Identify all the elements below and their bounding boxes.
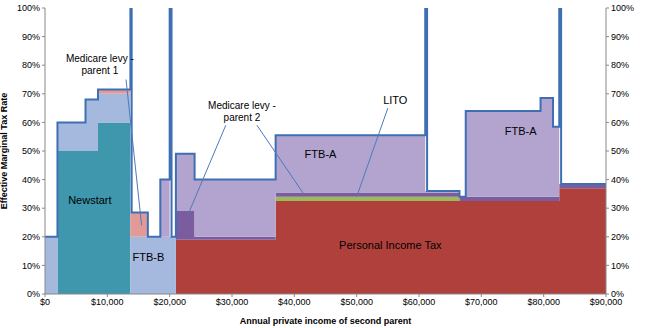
svg-text:LITO: LITO — [383, 94, 408, 106]
svg-text:$60,000: $60,000 — [403, 297, 436, 307]
svg-text:0%: 0% — [27, 289, 40, 299]
svg-text:80%: 80% — [22, 60, 40, 70]
svg-text:Newstart: Newstart — [68, 194, 111, 206]
svg-text:40%: 40% — [22, 175, 40, 185]
svg-text:$30,000: $30,000 — [216, 297, 249, 307]
svg-text:$20,000: $20,000 — [153, 297, 186, 307]
svg-text:Personal Income Tax: Personal Income Tax — [339, 239, 442, 251]
svg-text:70%: 70% — [611, 89, 629, 99]
svg-text:Effective Marginal Tax Rate: Effective Marginal Tax Rate — [8, 93, 9, 209]
svg-text:100%: 100% — [17, 3, 40, 13]
svg-text:50%: 50% — [22, 146, 40, 156]
svg-text:80%: 80% — [611, 60, 629, 70]
svg-text:$70,000: $70,000 — [465, 297, 498, 307]
svg-text:Annual private income of secon: Annual private income of second parent — [240, 316, 412, 326]
svg-text:0%: 0% — [611, 289, 624, 299]
svg-text:Medicare levy -parent 1: Medicare levy -parent 1 — [66, 52, 134, 75]
svg-text:10%: 10% — [22, 261, 40, 271]
svg-text:Medicare levy -parent 2: Medicare levy -parent 2 — [208, 99, 276, 122]
svg-text:10%: 10% — [611, 261, 629, 271]
svg-text:FTB-B: FTB-B — [133, 251, 165, 263]
svg-text:100%: 100% — [611, 3, 634, 13]
svg-text:$40,000: $40,000 — [278, 297, 311, 307]
svg-text:90%: 90% — [22, 32, 40, 42]
svg-text:$80,000: $80,000 — [527, 297, 560, 307]
svg-text:$90,000: $90,000 — [589, 297, 623, 308]
svg-text:FTB-A: FTB-A — [305, 148, 337, 160]
svg-text:90%: 90% — [611, 32, 629, 42]
svg-text:60%: 60% — [22, 118, 40, 128]
svg-text:20%: 20% — [611, 232, 629, 242]
svg-text:$10,000: $10,000 — [91, 297, 124, 307]
svg-text:$0: $0 — [40, 297, 50, 307]
svg-text:40%: 40% — [611, 175, 629, 185]
svg-text:20%: 20% — [22, 232, 40, 242]
svg-text:60%: 60% — [611, 118, 629, 128]
svg-text:30%: 30% — [611, 203, 629, 213]
svg-text:$50,000: $50,000 — [340, 297, 373, 307]
svg-text:30%: 30% — [22, 203, 40, 213]
svg-text:FTB-A: FTB-A — [505, 125, 537, 137]
svg-text:50%: 50% — [611, 146, 629, 156]
svg-text:70%: 70% — [22, 89, 40, 99]
